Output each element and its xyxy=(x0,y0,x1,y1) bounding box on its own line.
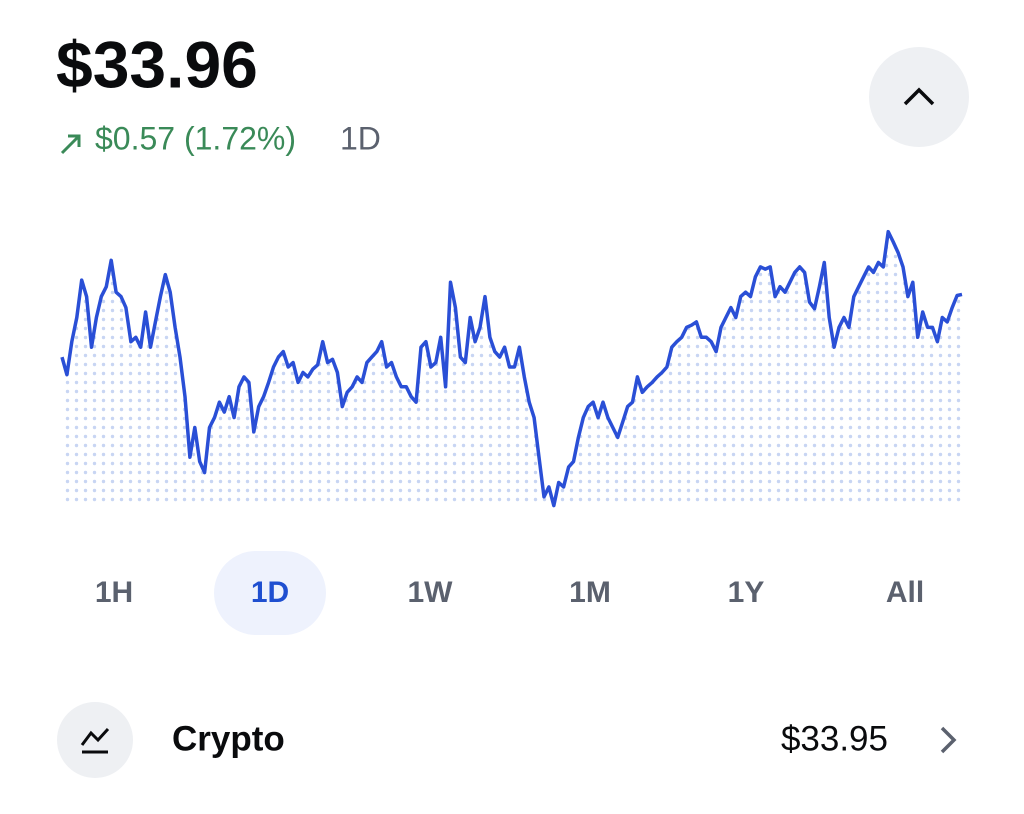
range-button-label: 1M xyxy=(569,576,611,609)
range-button-selected-bg xyxy=(214,551,326,635)
holding-row[interactable]: Crypto $33.95 xyxy=(57,702,957,778)
area xyxy=(62,231,962,506)
range-button-label: 1D xyxy=(251,576,289,609)
collapse-button[interactable] xyxy=(869,47,969,147)
chevron-up xyxy=(903,87,935,106)
range-button[interactable]: 1W xyxy=(408,576,454,609)
chevron-right xyxy=(940,726,957,754)
up-arrow-icon xyxy=(60,134,81,155)
range-button[interactable]: 1D xyxy=(214,551,326,635)
range-button-label: 1H xyxy=(95,576,133,609)
range-button-label: 1Y xyxy=(728,576,765,609)
change: $0.57 (1.72%) xyxy=(95,120,296,156)
range-buttons: 1H 1D 1W 1M 1Y All xyxy=(95,551,924,635)
chart-icon xyxy=(80,727,110,754)
range-button[interactable]: 1H xyxy=(95,576,133,609)
chart xyxy=(60,229,963,508)
holding-value: $33.95 xyxy=(781,719,888,758)
range-button[interactable]: 1Y xyxy=(728,576,765,609)
price-line xyxy=(60,229,963,508)
range-button[interactable]: All xyxy=(886,576,924,609)
range-button-label: 1W xyxy=(408,576,454,609)
holding-name: Crypto xyxy=(172,719,285,758)
holding-icon-bg xyxy=(57,702,133,778)
collapse-button-bg xyxy=(869,47,969,147)
period: 1D xyxy=(340,120,381,156)
price: $33.96 xyxy=(56,27,258,101)
range-button[interactable]: 1M xyxy=(569,576,611,609)
range-button-label: All xyxy=(886,576,924,609)
